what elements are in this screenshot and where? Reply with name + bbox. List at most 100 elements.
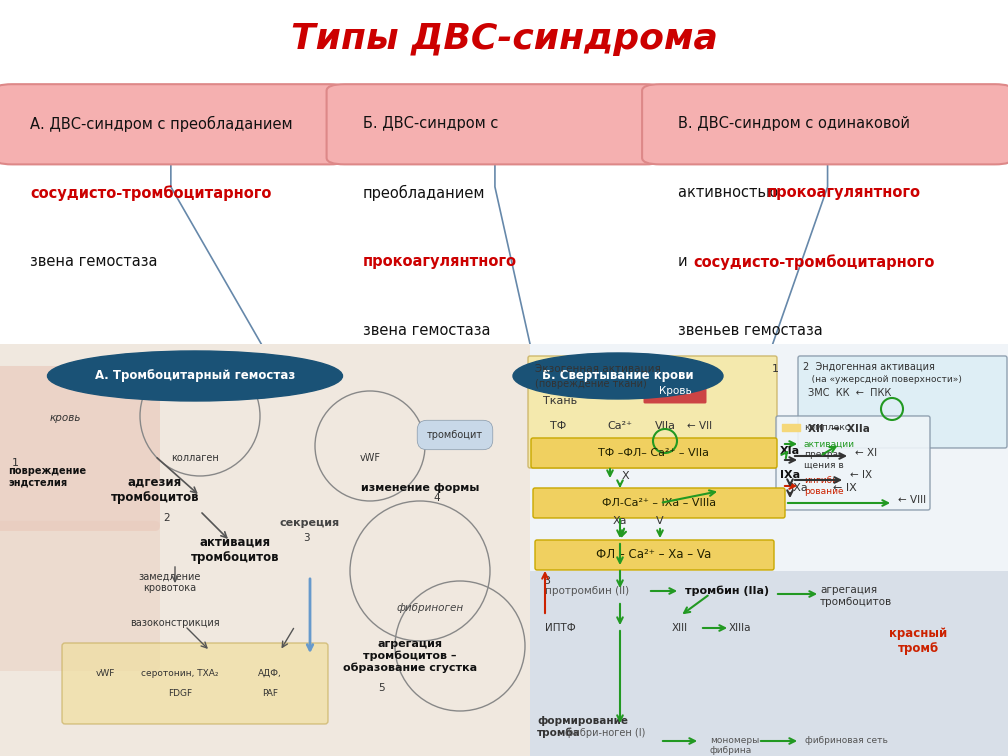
FancyBboxPatch shape <box>798 356 1007 448</box>
Text: vWF: vWF <box>96 669 115 678</box>
Text: формирование
тромба: формирование тромба <box>537 716 628 738</box>
Text: комплекс: комплекс <box>804 423 850 432</box>
Text: А. Тромбоцитарный гемостаз: А. Тромбоцитарный гемостаз <box>95 370 295 383</box>
Text: фибри-ноген (I): фибри-ноген (I) <box>564 728 645 738</box>
Text: ФЛ – Ca²⁺ – Xa – Va: ФЛ – Ca²⁺ – Xa – Va <box>597 549 712 562</box>
Text: протромбин (II): протромбин (II) <box>545 586 629 596</box>
FancyBboxPatch shape <box>528 356 777 468</box>
Text: ← VII: ← VII <box>687 421 713 431</box>
Text: ИПТФ: ИПТФ <box>545 623 576 633</box>
Text: ТФ –ФЛ– Ca²⁺ – VIIa: ТФ –ФЛ– Ca²⁺ – VIIa <box>599 448 710 458</box>
FancyBboxPatch shape <box>530 571 1008 756</box>
Text: Ca²⁺: Ca²⁺ <box>608 421 632 431</box>
Text: агрегация
тромбоцитов: агрегация тромбоцитов <box>820 585 892 607</box>
Text: Б. ДВС-синдром с: Б. ДВС-синдром с <box>363 116 498 131</box>
Text: кровь: кровь <box>50 413 82 423</box>
Text: 3: 3 <box>543 576 550 586</box>
Text: замедление
кровотока: замедление кровотока <box>139 572 202 593</box>
Text: ← XI: ← XI <box>855 448 877 458</box>
Text: сосудисто-тромбоцитарного: сосудисто-тромбоцитарного <box>30 185 271 201</box>
Text: мономеры
фибрина: мономеры фибрина <box>710 736 759 755</box>
Text: Экзогенная активация: Экзогенная активация <box>535 364 661 374</box>
Text: ← VIII: ← VIII <box>898 495 926 505</box>
Text: серотонин, ТХА₂: серотонин, ТХА₂ <box>141 669 219 678</box>
Text: IXa: IXa <box>791 483 808 493</box>
Text: секреция: секреция <box>280 518 340 528</box>
Text: Б. Свертывание крови: Б. Свертывание крови <box>542 370 694 383</box>
Text: 3: 3 <box>303 533 310 543</box>
Text: повреждение
эндстелия: повреждение эндстелия <box>8 466 86 488</box>
FancyBboxPatch shape <box>327 84 663 164</box>
Text: Типы ДВС-синдрома: Типы ДВС-синдрома <box>290 22 718 56</box>
Text: звеньев гемостаза: звеньев гемостаза <box>678 323 824 338</box>
Bar <box>530 344 1008 756</box>
Text: 1: 1 <box>772 364 779 374</box>
Text: ФЛ-Ca²⁺ – IXa – VIIIa: ФЛ-Ca²⁺ – IXa – VIIIa <box>602 498 716 508</box>
Text: XIa: XIa <box>780 446 800 456</box>
Text: 2  Эндогенная активация: 2 Эндогенная активация <box>803 362 934 372</box>
Text: ТФ: ТФ <box>550 421 566 431</box>
Text: преобладанием: преобладанием <box>363 185 486 201</box>
Ellipse shape <box>47 351 343 401</box>
Text: фибриноген: фибриноген <box>396 603 464 613</box>
Text: ← IX: ← IX <box>850 470 872 480</box>
Text: IXa: IXa <box>780 470 800 480</box>
FancyBboxPatch shape <box>0 84 348 164</box>
Text: XIIIa: XIIIa <box>729 623 751 633</box>
Text: превра-
щения в: превра- щения в <box>804 451 844 469</box>
Text: ← IX: ← IX <box>834 483 857 493</box>
Text: активностью: активностью <box>678 185 783 200</box>
Text: Кровь: Кровь <box>658 386 691 396</box>
FancyBboxPatch shape <box>531 438 777 468</box>
Text: агрегация
тромбоцитов –
образование сгустка: агрегация тромбоцитов – образование сгус… <box>343 639 477 673</box>
Text: ЗМС  КК  ←  ПКК: ЗМС КК ← ПКК <box>808 388 891 398</box>
Text: (на «ужерсдной поверхности»): (на «ужерсдной поверхности») <box>803 375 962 384</box>
Text: фибриновая сеть: фибриновая сеть <box>805 736 888 745</box>
Bar <box>0 344 530 756</box>
Text: и: и <box>678 254 692 269</box>
FancyBboxPatch shape <box>533 488 785 518</box>
Text: активации: активации <box>804 439 855 448</box>
Text: X: X <box>621 471 629 481</box>
Text: сосудисто-тромбоцитарного: сосудисто-тромбоцитарного <box>694 254 934 270</box>
Text: А. ДВС-синдром с преобладанием: А. ДВС-синдром с преобладанием <box>30 116 293 132</box>
FancyBboxPatch shape <box>535 540 774 570</box>
Text: V: V <box>656 516 664 526</box>
Text: 5: 5 <box>378 683 385 693</box>
Text: звена гемостаза: звена гемостаза <box>30 254 157 269</box>
Text: АДФ,: АДФ, <box>258 669 282 678</box>
Text: 4: 4 <box>433 493 440 503</box>
Text: ингиби-
рование: ингиби- рование <box>804 476 844 496</box>
Text: В. ДВС-синдром с одинаковой: В. ДВС-синдром с одинаковой <box>678 116 910 131</box>
Text: активация
тромбоцитов: активация тромбоцитов <box>191 536 279 564</box>
FancyBboxPatch shape <box>776 416 930 510</box>
Text: vWF: vWF <box>360 453 380 463</box>
FancyBboxPatch shape <box>643 379 707 404</box>
Text: прокоагулянтного: прокоагулянтного <box>363 254 517 269</box>
Text: 2: 2 <box>163 513 170 523</box>
Ellipse shape <box>513 353 723 399</box>
Text: адгезия
тромбоцитов: адгезия тромбоцитов <box>111 476 200 504</box>
Text: Xa: Xa <box>613 516 627 526</box>
Text: коллаген: коллаген <box>171 453 219 463</box>
Text: XII  →  XIIa: XII → XIIa <box>808 424 870 434</box>
FancyBboxPatch shape <box>0 366 160 531</box>
Text: (повреждение ткани): (повреждение ткани) <box>535 379 647 389</box>
Text: VIIa: VIIa <box>654 421 675 431</box>
Text: звена гемостаза: звена гемостаза <box>363 323 490 338</box>
FancyBboxPatch shape <box>0 521 160 671</box>
Text: PAF: PAF <box>262 689 278 698</box>
Text: вазоконстрикция: вазоконстрикция <box>130 618 220 628</box>
Text: изменение формы: изменение формы <box>361 483 479 493</box>
Text: тромбоцит: тромбоцит <box>427 430 483 440</box>
Text: 1: 1 <box>11 458 18 468</box>
Text: XIII: XIII <box>672 623 688 633</box>
Text: FDGF: FDGF <box>168 689 193 698</box>
Text: (по механизму развития): (по механизму развития) <box>242 101 766 135</box>
Text: тромбин (IIa): тромбин (IIa) <box>685 586 769 596</box>
Text: красный
тромб: красный тромб <box>889 627 948 655</box>
Text: Ткань: Ткань <box>543 396 577 406</box>
Text: прокоагулянтного: прокоагулянтного <box>767 185 920 200</box>
FancyBboxPatch shape <box>642 84 1008 164</box>
FancyBboxPatch shape <box>62 643 328 724</box>
